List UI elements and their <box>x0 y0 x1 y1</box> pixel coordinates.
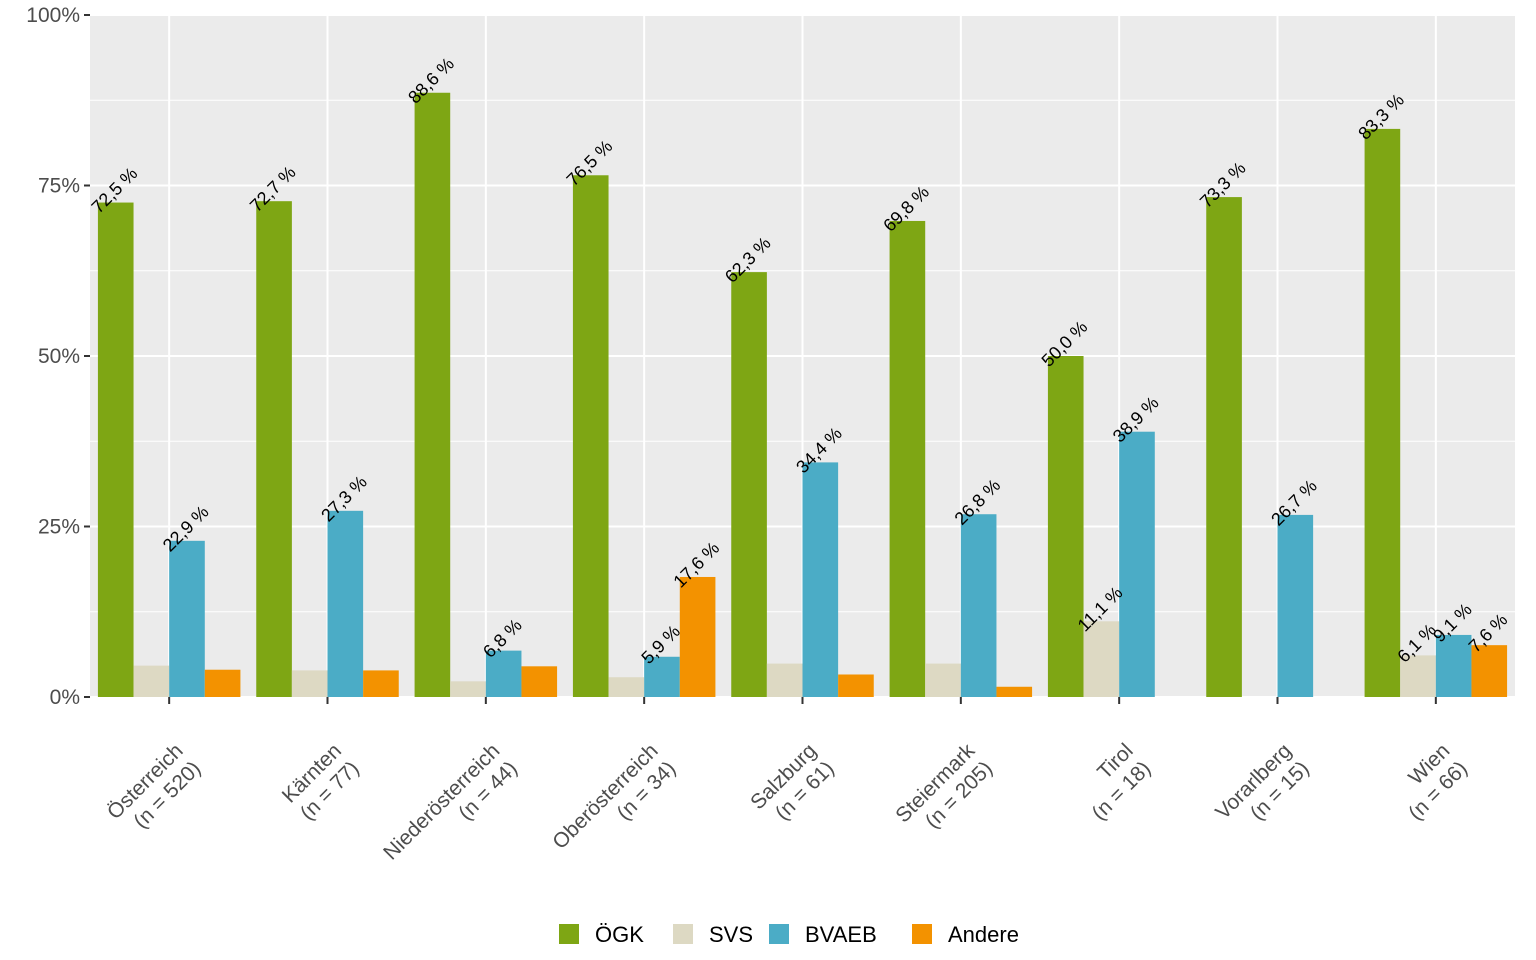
x-category-label: Wien(n = 66) <box>1387 739 1473 825</box>
legend-swatch <box>912 924 932 944</box>
bar-bvaeb <box>802 462 839 697</box>
legend-swatch <box>559 924 579 944</box>
bar-andere <box>521 666 558 697</box>
x-category-label: Steiermark(n = 205) <box>891 739 997 845</box>
bar-bvaeb <box>169 540 205 697</box>
x-category-label: Oberösterreich(n = 34) <box>548 739 680 871</box>
bar-bvaeb <box>644 656 680 697</box>
bar-bvaeb <box>960 514 997 697</box>
bar-svs <box>133 665 170 697</box>
x-category-label: Kärnten(n = 77) <box>278 739 364 825</box>
y-tick-label: 75% <box>38 175 80 198</box>
legend-label: ÖGK <box>595 922 644 947</box>
x-category-label: Vorarlberg(n = 15) <box>1211 739 1313 841</box>
x-axis: Österreich(n = 520) Kärnten(n = 77) Nieder… <box>103 697 1473 882</box>
bar-bvaeb <box>1435 634 1472 697</box>
legend-swatch <box>769 924 789 944</box>
y-tick-label: 50% <box>38 345 80 368</box>
bar-bvaeb <box>327 510 364 697</box>
bar-svs <box>450 681 486 697</box>
bar--gk <box>572 175 609 697</box>
bar--gk <box>97 202 134 698</box>
bar--gk <box>1364 128 1401 698</box>
legend-label: SVS <box>709 922 753 947</box>
bar-svs <box>291 670 328 697</box>
bar-bvaeb <box>485 650 522 697</box>
bar--gk <box>731 272 767 697</box>
bar-svs <box>925 663 961 697</box>
bar-bvaeb <box>1119 431 1155 697</box>
legend-label: BVAEB <box>805 922 877 947</box>
bar--gk <box>414 92 451 698</box>
y-tick-label: 0% <box>50 686 80 709</box>
bar-andere <box>679 576 716 697</box>
bar-svs <box>1083 621 1120 697</box>
bar-svs <box>608 677 645 697</box>
bar-svs <box>766 663 803 697</box>
x-category-label: Salzburg(n = 61) <box>746 739 839 832</box>
bar-andere <box>996 686 1033 697</box>
bars <box>97 92 1508 698</box>
legend-swatch <box>673 924 693 944</box>
legend: ÖGK SVS BVAEB Andere <box>559 922 1019 947</box>
x-category-label: Niederösterreich(n = 44) <box>379 739 522 882</box>
legend-label: Andere <box>948 922 1019 947</box>
x-category-label: Österreich(n = 520) <box>103 739 205 841</box>
bar--gk <box>1047 356 1084 697</box>
bar-andere <box>838 674 874 697</box>
bar-andere <box>363 670 399 697</box>
x-category-label: Tirol(n = 18) <box>1070 739 1156 825</box>
bar-andere <box>1471 645 1508 697</box>
y-axis: 0% 25% 50% 75% 100% <box>26 4 90 709</box>
bar-andere <box>204 669 241 697</box>
bar--gk <box>889 220 926 698</box>
y-tick-label: 25% <box>38 516 80 539</box>
bar-bvaeb <box>1277 514 1314 697</box>
bar-svs <box>1400 655 1436 697</box>
y-tick-label: 100% <box>26 4 80 27</box>
bar--gk <box>1206 197 1242 697</box>
bar--gk <box>256 201 292 697</box>
